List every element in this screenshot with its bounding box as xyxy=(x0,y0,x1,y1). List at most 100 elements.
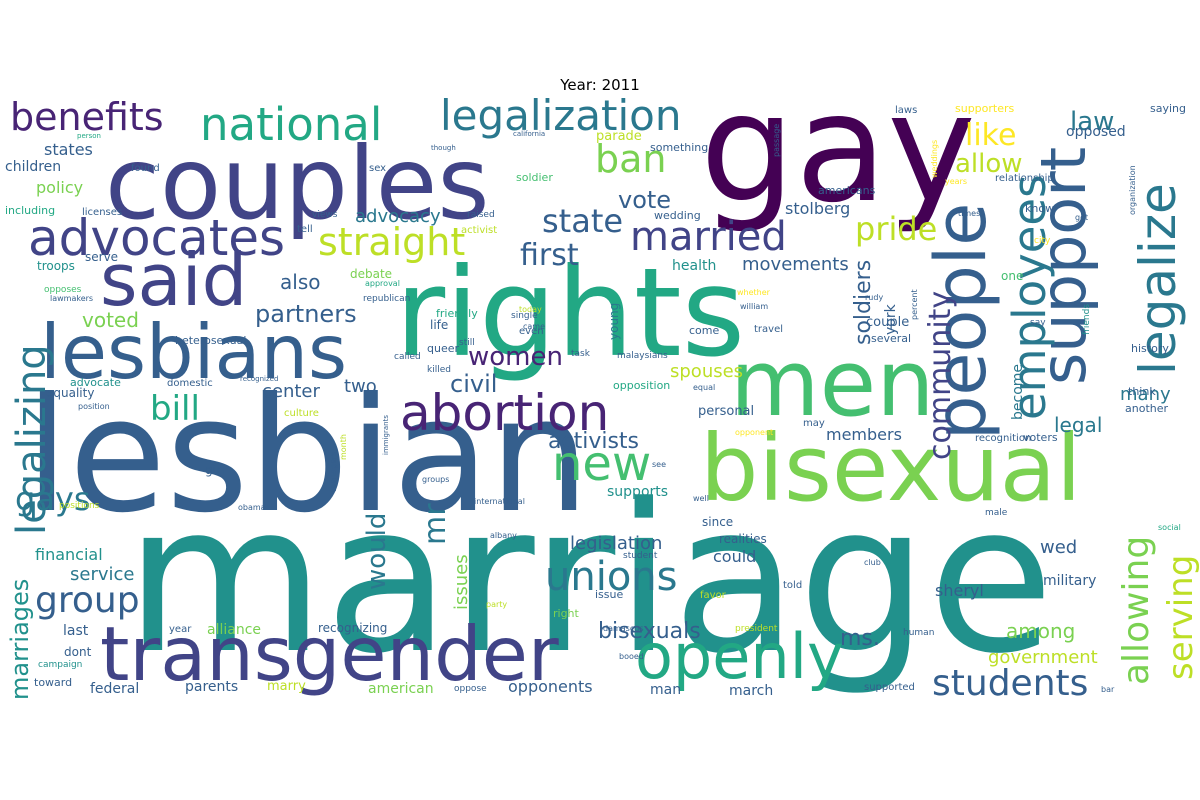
word-troops: troops xyxy=(37,259,75,273)
word-equality: equality xyxy=(46,386,94,400)
word-vote: vote xyxy=(618,186,671,214)
word-legalization: legalization xyxy=(440,91,681,140)
word-malaysians: malaysians xyxy=(617,351,668,361)
figure-title: Year: 2011 xyxy=(560,76,640,94)
word-lawmakers: lawmakers xyxy=(50,294,93,303)
word-activists: activists xyxy=(548,429,639,454)
word-bill: bill xyxy=(150,389,200,429)
word-organization: organization xyxy=(1128,165,1137,215)
word-history: history xyxy=(1131,342,1169,355)
word-damascus: damascus xyxy=(603,624,643,633)
word-americans: americans xyxy=(818,184,876,197)
word-allow: allow xyxy=(955,149,1023,179)
word-human: human xyxy=(903,628,934,638)
word-children: children xyxy=(5,159,61,175)
word-campaign: campaign xyxy=(38,660,82,670)
word-last: last xyxy=(63,623,89,639)
word-supports: supports xyxy=(607,484,668,500)
word-advocates: advocates xyxy=(28,209,285,267)
word-one: one xyxy=(1001,269,1023,283)
word-task: task xyxy=(571,349,591,359)
word-service: service xyxy=(70,564,134,585)
word-city: city xyxy=(1034,236,1051,246)
word-realities: realities xyxy=(719,532,767,546)
word-still: still xyxy=(459,338,475,348)
word-licenses: licenses xyxy=(82,207,122,218)
word-albany: albany xyxy=(490,531,517,540)
word-married: married xyxy=(630,214,787,260)
word-weddings: weddings xyxy=(930,140,939,178)
word-law: law xyxy=(1070,107,1114,137)
word-called: called xyxy=(394,352,421,362)
word-relationship: relationship xyxy=(995,173,1054,184)
word-wedding: wedding xyxy=(654,209,701,222)
word-times: times xyxy=(958,209,980,218)
word-passage: passage xyxy=(772,124,781,157)
word-party: party xyxy=(486,600,507,609)
word-views: views xyxy=(312,210,338,220)
word-something: something xyxy=(650,141,708,154)
word-month: month xyxy=(339,434,348,460)
word-people: people xyxy=(920,203,1002,440)
word-heterosexual: heterosexual xyxy=(175,334,246,347)
word-get: get xyxy=(1075,213,1088,222)
word-friendly: friendly xyxy=(436,307,478,320)
word-group: group xyxy=(35,580,140,621)
word-recognized: recognized xyxy=(240,375,278,383)
word-immigrants: immigrants xyxy=(382,415,390,455)
word-legalizing: legalizing xyxy=(9,344,55,535)
word-financial: financial xyxy=(35,545,103,564)
word-another: another xyxy=(1125,402,1168,415)
word-queer: queer xyxy=(427,342,459,355)
word-william: william xyxy=(740,302,768,311)
word-social: social xyxy=(1158,523,1181,532)
word-openly: openly xyxy=(635,620,844,693)
word-american: american xyxy=(368,681,434,697)
word-ban: ban xyxy=(595,137,667,181)
word-percent: percent xyxy=(910,289,919,320)
word-obama: obama xyxy=(238,503,266,512)
word-marriage: marriage xyxy=(125,461,1054,699)
word-government: government xyxy=(988,647,1098,668)
word-bar: bar xyxy=(1101,685,1115,694)
word-abortion: abortion xyxy=(400,384,609,442)
word-lesbians: lesbians xyxy=(40,308,347,396)
word-among: among xyxy=(1006,619,1075,643)
word-employees: employees xyxy=(1003,174,1056,420)
word-first: first xyxy=(520,238,579,273)
word-oppose: oppose xyxy=(454,684,487,694)
word-supported: supported xyxy=(864,682,915,693)
word-girl: girl xyxy=(205,463,224,477)
word-teenagers: teenagers xyxy=(329,452,338,492)
word-whether: whether xyxy=(737,288,771,297)
word-found: found xyxy=(131,163,160,174)
word-become: become xyxy=(1010,364,1026,420)
word-parade: parade xyxy=(596,129,642,144)
word-marry: marry xyxy=(267,679,306,694)
word-california: california xyxy=(513,130,545,138)
word-approval: approval xyxy=(365,279,400,288)
word-could: could xyxy=(713,547,756,566)
word-advocacy: advocacy xyxy=(355,206,441,227)
word-told: told xyxy=(783,580,802,591)
word-friends: friends xyxy=(1082,304,1092,335)
word-travel: travel xyxy=(754,324,783,335)
word-issue: issue xyxy=(595,588,623,601)
word-states: states xyxy=(44,140,93,159)
word-sex: sex xyxy=(369,163,386,174)
word-see: see xyxy=(652,460,666,469)
word-dont: dont xyxy=(64,645,92,659)
word-booed: booed xyxy=(619,652,644,661)
word-supporters: supporters xyxy=(955,102,1015,115)
word-health: health xyxy=(672,258,716,274)
word-male: male xyxy=(985,508,1008,518)
word-equal: equal xyxy=(693,383,715,392)
word-laws: laws xyxy=(895,105,917,116)
word-legislation: legislation xyxy=(570,533,662,554)
word-movements: movements xyxy=(742,254,849,275)
word-person: person xyxy=(77,132,101,140)
word-groups: groups xyxy=(422,475,449,484)
word-military: military xyxy=(1043,573,1096,589)
word-center: center xyxy=(262,381,321,402)
